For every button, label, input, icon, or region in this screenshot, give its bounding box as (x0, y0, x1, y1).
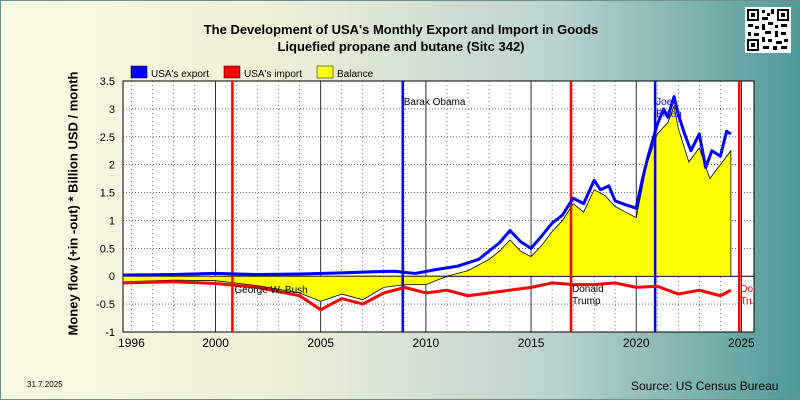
term-label: Trump (740, 296, 769, 307)
x-tick-label: 2020 (623, 336, 650, 350)
y-tick-label: 2 (109, 160, 115, 172)
x-tick-label: 2010 (413, 336, 440, 350)
y-tick-label: -0.5 (96, 299, 115, 311)
legend-label-balance: Balance (337, 69, 374, 80)
x-tick-label: 2005 (307, 336, 334, 350)
term-label: George W. Bush (234, 285, 307, 296)
term-label: Joe (656, 97, 673, 108)
y-tick-label: 1.5 (100, 188, 115, 200)
x-tick-label: 1996 (118, 336, 145, 350)
y-tick-label: 3.5 (100, 76, 115, 88)
term-label: Barak Obama (404, 97, 466, 108)
y-tick-label: 0.5 (100, 243, 115, 255)
term-label: Donald (740, 284, 772, 295)
term-label: Donald (572, 284, 604, 295)
term-label: Biden (656, 109, 682, 120)
legend-swatch-import (223, 65, 241, 79)
legend-swatch-balance (316, 65, 334, 79)
y-tick-label: 0 (109, 271, 115, 283)
chart-title: The Development of USA's Monthly Export … (203, 22, 599, 37)
chart-subtitle: Liquefied propane and butane (Sitc 342) (277, 39, 525, 54)
x-tick-label: 2015 (518, 336, 545, 350)
legend-label-import: USA's import (244, 69, 302, 80)
term-label: Trump (572, 296, 601, 307)
series-import-line (123, 280, 732, 312)
series-export-line (123, 95, 732, 277)
source-note: Source: US Census Bureau (631, 379, 779, 393)
y-tick-label: 2.5 (100, 132, 115, 144)
legend-swatch-export (130, 65, 148, 79)
y-tick-label: -1 (105, 327, 115, 339)
x-tick-label: 2025 (728, 336, 755, 350)
x-tick-label: 2000 (202, 336, 229, 350)
y-tick-label: 3 (109, 104, 115, 116)
legend-label-export: USA's export (151, 69, 209, 80)
qr-code (745, 7, 791, 58)
date-stamp: 31.7.2025 (27, 380, 63, 389)
legend: USA's export USA's import Balance (130, 65, 374, 80)
series-balance-area (123, 104, 732, 302)
y-tick-label: 1 (109, 215, 115, 227)
